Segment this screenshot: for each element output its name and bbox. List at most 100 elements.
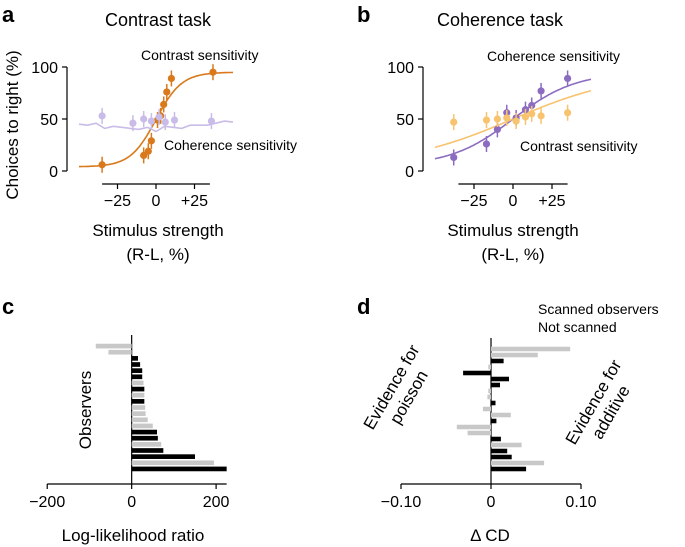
panel-b-data-points	[450, 70, 572, 166]
bar-scanned	[131, 454, 195, 459]
panel-a-contrast-task: a Contrast task Choices to right (%) 0 50…	[2, 2, 297, 264]
bar-not-scanned	[482, 406, 491, 412]
panel-letter-c: c	[2, 294, 14, 319]
data-point	[564, 109, 572, 117]
fit-curve-coherence-sensitivity	[78, 120, 234, 133]
x-tick-label: 0	[509, 193, 518, 210]
data-point	[140, 115, 148, 123]
data-point	[493, 115, 501, 123]
bar-not-scanned	[491, 412, 511, 418]
x-tick-label: 0.10	[565, 494, 596, 511]
bar-not-scanned	[108, 349, 132, 355]
bar-scanned	[491, 448, 508, 454]
bar-scanned	[131, 429, 157, 435]
panel-d-annotation-additive: Evidence for additive	[562, 356, 634, 448]
bar-scanned	[131, 362, 141, 367]
bar-not-scanned	[131, 411, 146, 416]
data-point	[482, 140, 491, 148]
panel-d-legend-not-scanned: Not scanned	[538, 319, 617, 335]
panel-a-y-axis-label: Choices to right (%)	[3, 50, 22, 199]
x-tick-label: 0	[127, 494, 136, 511]
bar-not-scanned	[487, 394, 491, 400]
data-point	[170, 116, 179, 124]
panel-b-x-axis-label-units: (R-L, %)	[481, 245, 544, 264]
bar-not-scanned	[131, 417, 148, 423]
data-point	[528, 101, 536, 110]
panel-d-delta-cd: d −0.10 0 0.10 Scanned observers Not scann…	[357, 294, 659, 545]
panel-c-axes: −200 0 200	[29, 335, 230, 511]
data-point	[503, 114, 511, 122]
data-point	[450, 118, 458, 126]
bar-not-scanned	[131, 442, 162, 447]
bar-scanned	[131, 399, 145, 404]
bar-scanned	[131, 448, 164, 453]
data-point	[167, 74, 175, 83]
panel-a-data-points	[98, 64, 217, 173]
panel-c-log-likelihood: c Observers −200 0 200 Log-likelihood rati…	[2, 294, 230, 545]
bar-not-scanned	[456, 424, 491, 430]
bar-not-scanned	[488, 364, 491, 370]
panel-a-legend-coherence: Coherence sensitivity	[164, 137, 297, 153]
bar-not-scanned	[491, 352, 538, 358]
panel-a-x-axis-label: Stimulus strength	[92, 221, 223, 240]
data-point	[129, 119, 137, 127]
data-point	[140, 151, 148, 159]
bar-scanned	[131, 386, 145, 392]
panel-b-title: Coherence task	[437, 10, 564, 30]
data-point	[450, 153, 458, 162]
panel-letter-b: b	[357, 2, 370, 27]
data-point	[144, 147, 152, 155]
data-point	[147, 117, 155, 125]
y-tick-label: 50	[40, 112, 58, 129]
y-tick-label: 100	[31, 60, 58, 77]
bar-scanned	[131, 374, 143, 380]
data-point	[209, 68, 217, 76]
y-tick-label: 50	[396, 112, 414, 129]
panel-b-legend-coherence: Coherence sensitivity	[487, 48, 620, 64]
bar-scanned	[491, 454, 512, 460]
panel-a-legend-contrast: Contrast sensitivity	[141, 47, 258, 63]
data-point	[163, 88, 171, 96]
x-tick-label: −25	[104, 193, 131, 210]
bar-scanned	[491, 418, 497, 424]
bar-scanned	[491, 436, 501, 442]
panel-b-legend-contrast: Contrast sensitivity	[520, 138, 637, 154]
panel-b-coherence-task: b Coherence task 0 50 100 −25 0 +25 Coherence…	[357, 2, 637, 264]
data-point	[147, 137, 155, 145]
panel-letter-a: a	[2, 2, 15, 27]
panel-d-axes: −0.10 0 0.10	[381, 338, 597, 511]
bar-scanned	[131, 435, 158, 441]
data-point	[521, 113, 530, 121]
x-tick-label: −25	[460, 193, 487, 210]
data-point	[207, 117, 216, 125]
panel-d-annotation-poisson: Evidence for poisson	[360, 341, 432, 433]
bar-scanned	[491, 382, 500, 388]
x-tick-label: 0	[487, 494, 496, 511]
bar-scanned	[491, 376, 509, 382]
bar-scanned	[463, 370, 491, 376]
data-point	[512, 117, 520, 125]
data-point	[537, 112, 545, 120]
x-tick-label: +25	[181, 193, 208, 210]
x-tick-label: −200	[29, 494, 65, 511]
y-tick-label: 0	[49, 164, 58, 181]
x-tick-label: 0	[152, 193, 161, 210]
bar-not-scanned	[131, 423, 153, 429]
panel-b-x-axis-label: Stimulus strength	[447, 221, 578, 240]
data-point	[161, 118, 169, 126]
panel-d-legend-scanned: Scanned observers	[538, 301, 659, 317]
x-tick-label: 200	[203, 494, 230, 511]
bar-scanned	[491, 358, 504, 364]
y-tick-label: 100	[387, 60, 414, 77]
x-tick-label: +25	[538, 193, 565, 210]
panel-c-bars	[95, 343, 227, 472]
bar-not-scanned	[95, 343, 132, 349]
data-point	[528, 110, 536, 118]
data-point	[564, 74, 572, 83]
data-point	[482, 116, 491, 124]
data-point	[98, 161, 106, 169]
bar-not-scanned	[491, 442, 522, 448]
bar-scanned	[491, 400, 496, 406]
panel-c-y-axis-label: Observers	[76, 371, 95, 449]
